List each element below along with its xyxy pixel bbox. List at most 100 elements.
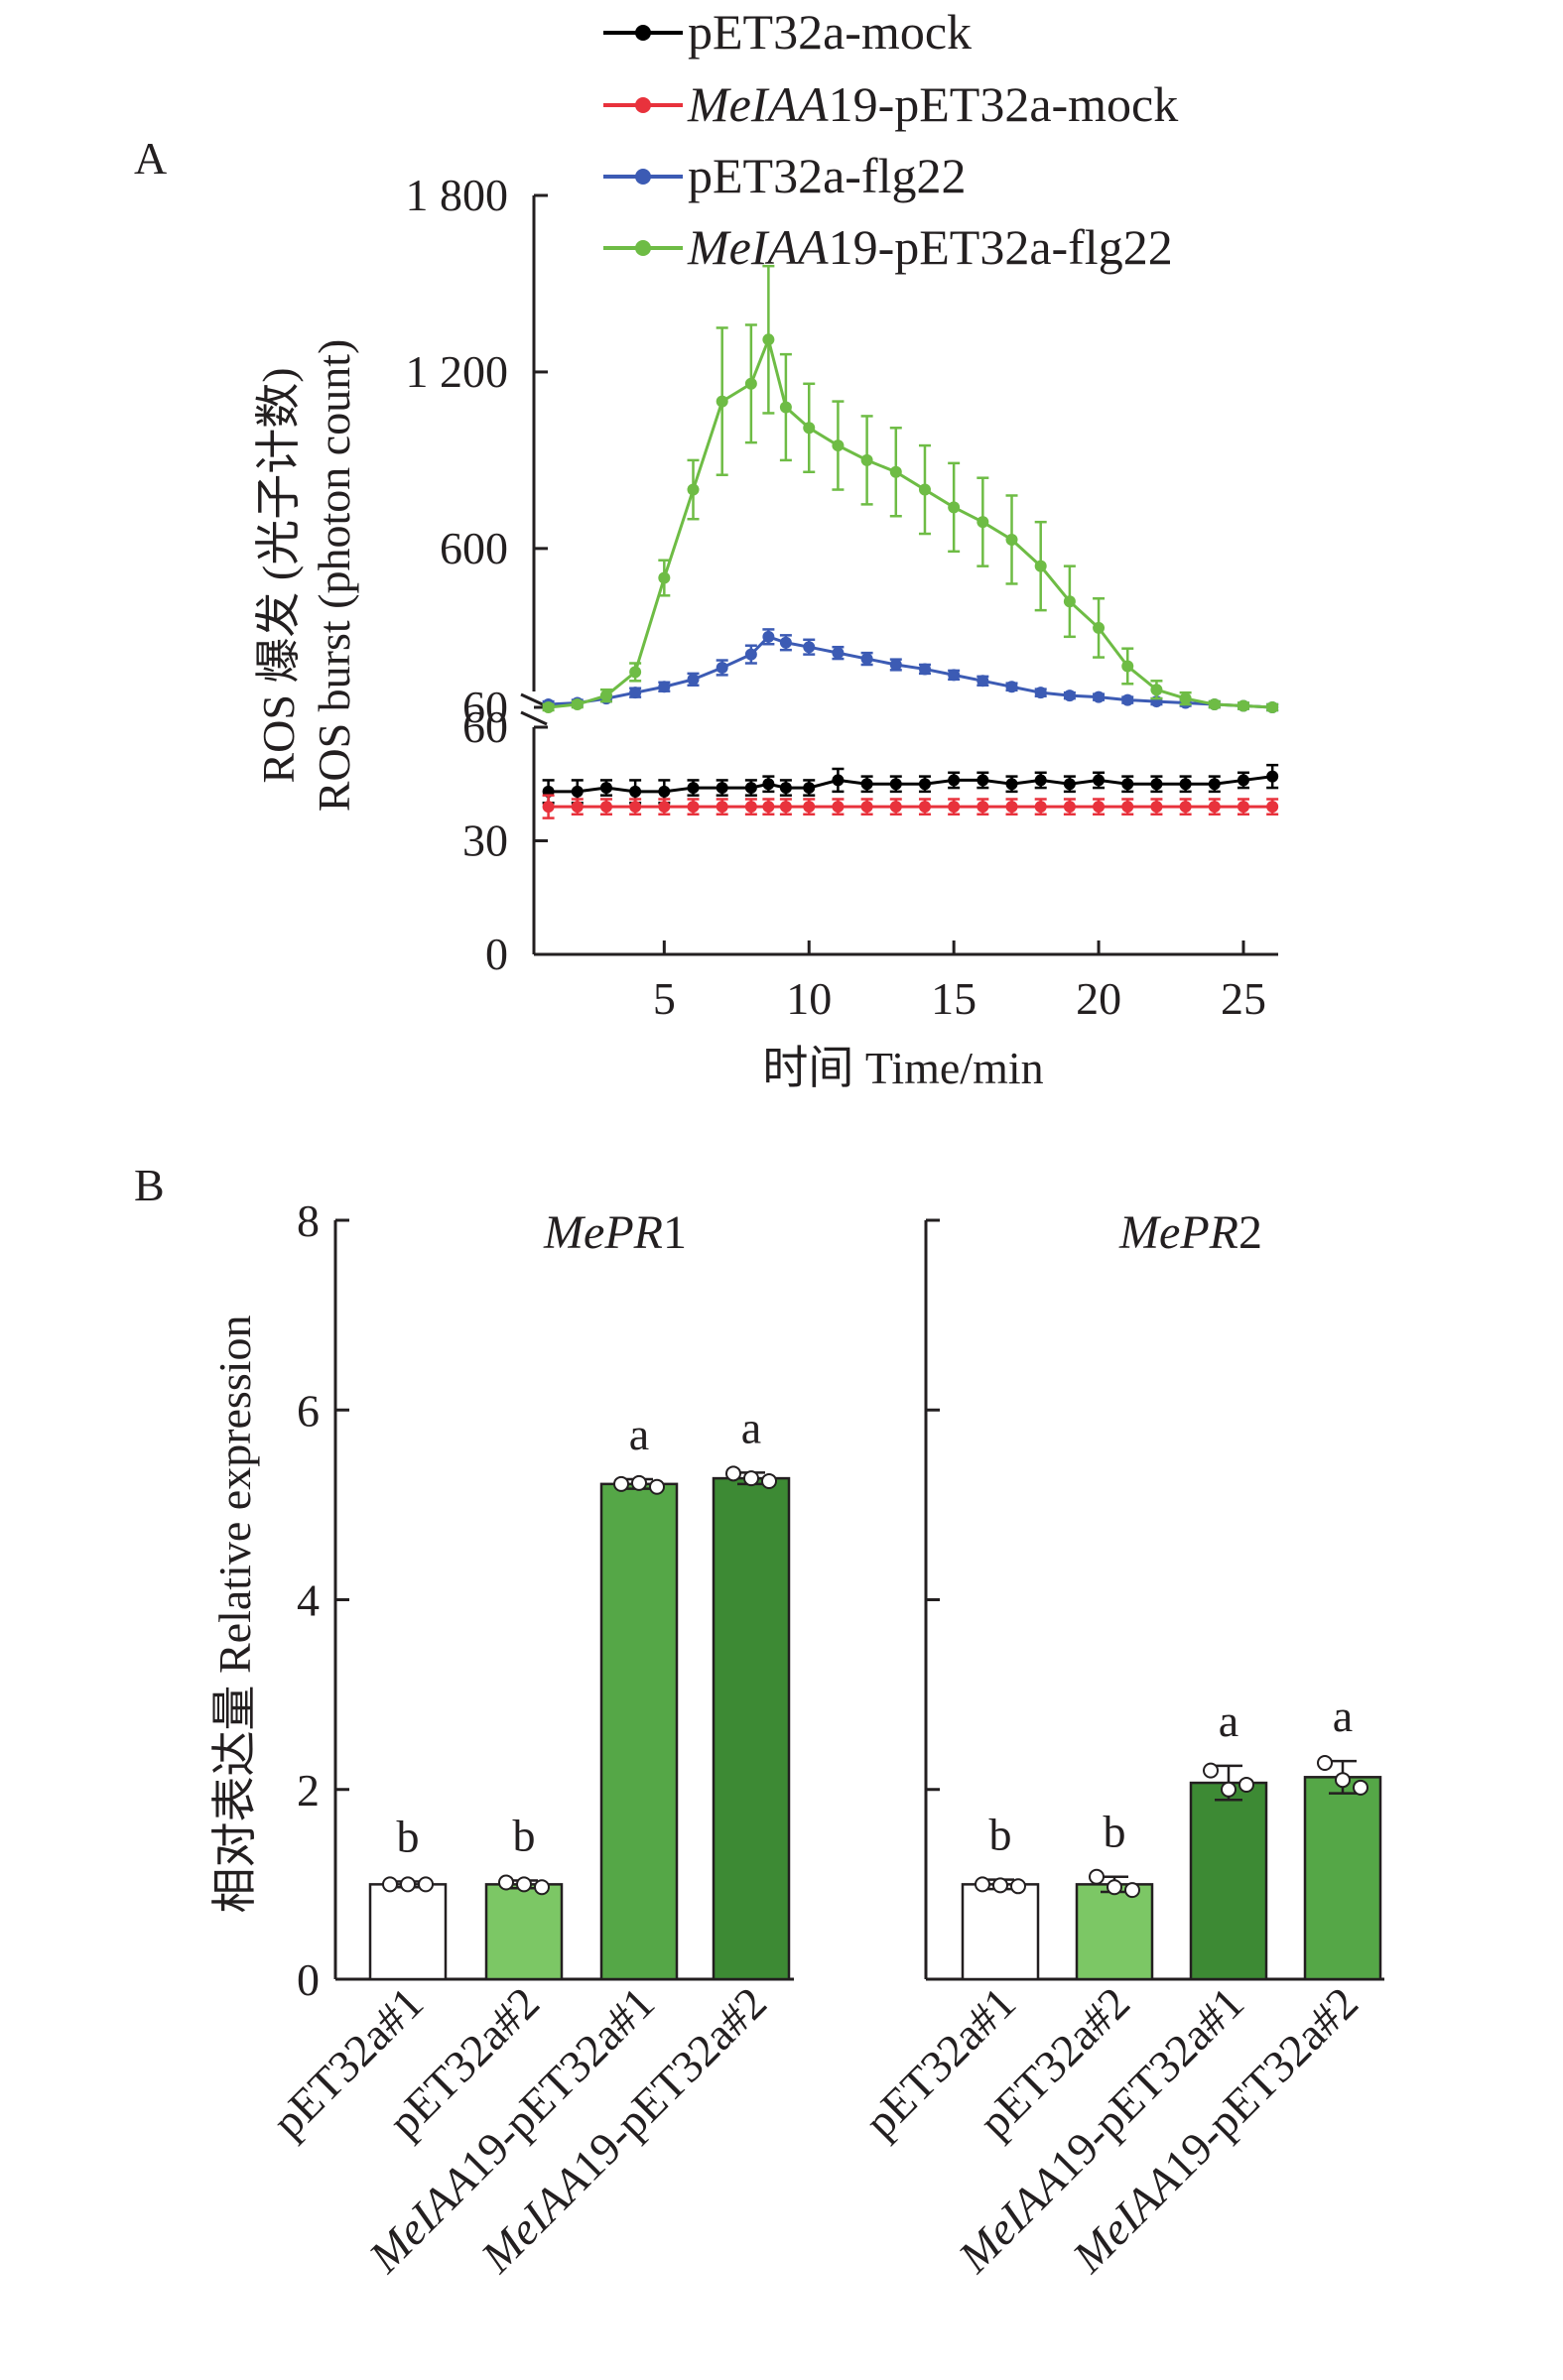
data-point	[1208, 801, 1221, 814]
y-tick-label-upper: 60	[462, 682, 508, 732]
data-point	[1005, 533, 1018, 546]
data-point	[629, 666, 642, 679]
replicate-point	[418, 1876, 434, 1893]
panel-label-b: B	[134, 1160, 165, 1210]
data-point	[1005, 801, 1018, 814]
data-point	[1208, 698, 1221, 711]
data-point	[716, 661, 728, 674]
data-point	[744, 648, 757, 661]
y-tick-label: 8	[297, 1195, 320, 1246]
data-point	[687, 673, 700, 686]
data-point	[658, 801, 671, 814]
y-ticks-upper: 60 600 1 200 1 800	[406, 170, 548, 732]
data-point	[1237, 699, 1249, 712]
data-point	[918, 483, 931, 496]
bar	[1189, 1781, 1268, 1981]
legend-label: pET32a-flg22	[688, 148, 966, 203]
data-point	[1179, 801, 1192, 814]
x-tick-label: 15	[931, 973, 977, 1024]
data-point	[1034, 687, 1047, 699]
data-point	[1093, 774, 1106, 787]
data-point	[658, 571, 671, 584]
data-point	[977, 801, 989, 814]
x-axis-label: 时间 Time/min	[762, 1043, 1043, 1093]
replicate-point	[761, 1472, 777, 1489]
legend-swatch-marker	[635, 169, 651, 185]
data-point	[599, 689, 612, 702]
y-axis-label-cn: ROS 爆发 (光子计数)	[253, 367, 304, 783]
data-point	[658, 785, 671, 798]
data-point	[779, 801, 792, 814]
data-point	[1093, 621, 1106, 634]
y-tick-label-upper: 1 800	[406, 170, 509, 220]
data-point	[779, 401, 792, 414]
x-ticks: 5 10 15 20 25	[653, 940, 1266, 1024]
replicate-point	[1335, 1772, 1351, 1789]
data-point	[744, 377, 757, 390]
replicate-point	[534, 1879, 550, 1896]
data-point	[687, 483, 700, 496]
legend-swatch-marker	[635, 25, 651, 41]
data-point	[716, 395, 728, 408]
data-point	[629, 785, 642, 798]
data-point	[779, 636, 792, 649]
legend-label: pET32a-mock	[688, 4, 972, 60]
replicate-point	[1124, 1882, 1140, 1899]
data-point	[977, 675, 989, 688]
y-axis-label-en: ROS burst (photon count)	[309, 339, 359, 813]
data-point	[1150, 778, 1163, 791]
data-point	[889, 778, 902, 791]
y-tick-label-upper: 600	[440, 523, 508, 573]
data-point	[762, 778, 775, 791]
replicate-point	[516, 1876, 532, 1893]
series-group	[542, 264, 1279, 819]
data-point	[948, 774, 961, 787]
data-point	[1121, 660, 1134, 673]
replicate-point	[382, 1876, 398, 1893]
data-point	[803, 422, 816, 435]
data-point	[716, 782, 728, 795]
replicate-point	[1107, 1879, 1122, 1896]
data-point	[542, 801, 555, 814]
data-point	[1063, 595, 1076, 608]
bar	[599, 1482, 679, 1981]
replicate-point	[725, 1465, 741, 1482]
data-point	[687, 801, 700, 814]
data-point	[571, 801, 584, 814]
data-point	[1005, 681, 1018, 693]
y-axis-label: 相对表达量 Relative expression	[209, 1315, 260, 1913]
y-tick-label: 2	[297, 1765, 320, 1816]
replicate-point	[1221, 1781, 1237, 1798]
data-point	[716, 801, 728, 814]
data-point	[1034, 801, 1047, 814]
data-point	[599, 801, 612, 814]
bar	[961, 1883, 1040, 1981]
data-point	[1150, 684, 1163, 696]
data-point	[571, 698, 584, 711]
data-point	[744, 782, 757, 795]
data-point	[860, 653, 873, 666]
data-point	[1121, 801, 1134, 814]
data-point	[1266, 770, 1279, 783]
y-ticks-lower: 0 30 60	[462, 701, 548, 979]
replicate-point	[1203, 1762, 1219, 1779]
subplot-title: MePR2	[1118, 1206, 1262, 1259]
replicate-point	[498, 1874, 514, 1891]
replicate-point	[743, 1470, 759, 1487]
data-point	[948, 501, 961, 514]
legend-label: MeIAA19-pET32a-flg22	[687, 219, 1173, 275]
significance-letter: b	[397, 1812, 420, 1862]
data-point	[1063, 689, 1076, 702]
y-tick-label: 4	[297, 1575, 320, 1626]
data-point	[1237, 774, 1249, 787]
subplot-title: MePR1	[543, 1206, 687, 1259]
data-point	[832, 439, 845, 452]
significance-letter: b	[513, 1811, 536, 1861]
bar	[368, 1883, 448, 1981]
data-point	[1063, 778, 1076, 791]
data-point	[860, 453, 873, 466]
significance-letter: b	[1104, 1807, 1126, 1857]
